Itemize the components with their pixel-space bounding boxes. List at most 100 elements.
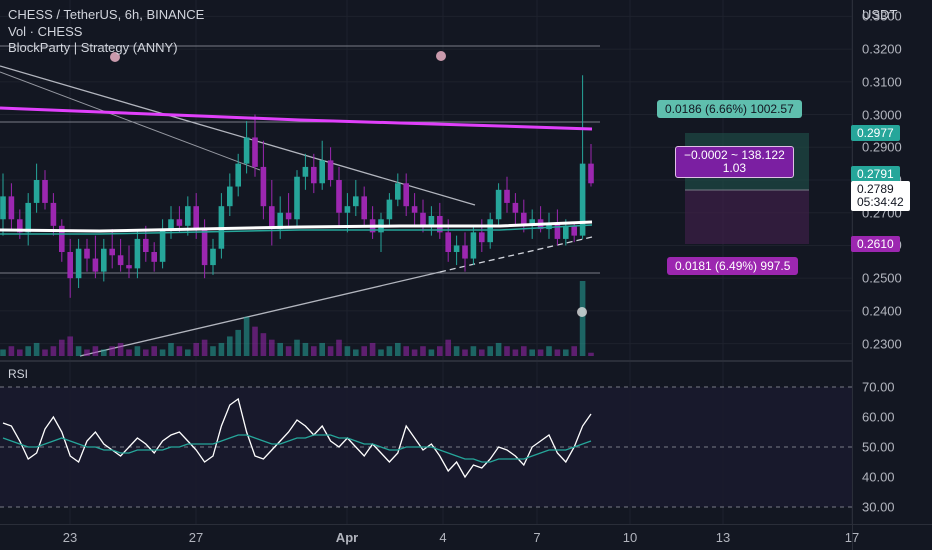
volume-bar (395, 342, 401, 356)
candle-body (168, 219, 174, 230)
magenta-indicator-line (0, 106, 593, 131)
volume-bar (403, 346, 409, 356)
candle-body (327, 160, 334, 180)
candle-body (428, 216, 435, 226)
candle (117, 238, 124, 272)
candle (437, 202, 443, 239)
candle (109, 229, 115, 269)
volume-bar (277, 342, 283, 356)
volume-bar (252, 326, 258, 356)
candle (495, 183, 502, 226)
candle (336, 166, 342, 226)
volume-bar (554, 349, 561, 356)
candle-body (235, 163, 241, 187)
rsi-tick-label: 50.00 (862, 439, 895, 455)
candle (134, 229, 141, 279)
volume-bar (470, 346, 477, 356)
position-info-box[interactable]: −0.0002 ~ 138.122 1.03 (675, 146, 794, 178)
candle-body (453, 245, 460, 252)
rsi-legend[interactable]: RSI (8, 367, 29, 381)
volume-bar (168, 342, 174, 356)
price-tick-label: 0.2400 (862, 303, 902, 319)
time-tick-label: Apr (335, 530, 359, 545)
candle (277, 196, 283, 239)
volume-bar (269, 339, 275, 356)
volume-bar (319, 342, 325, 356)
candle-body (504, 189, 510, 203)
volume-bar (386, 346, 393, 356)
teal-band-line (0, 224, 593, 235)
position-info-line1: −0.0002 ~ 138.122 (684, 148, 785, 162)
candle-body (143, 238, 149, 252)
volume-legend[interactable]: Vol · CHESS (8, 24, 83, 39)
volume-bar (143, 349, 149, 356)
volume-bar (84, 349, 90, 356)
currency-label[interactable]: USDT (862, 7, 898, 22)
candle (302, 153, 309, 190)
volume-bar (353, 349, 359, 356)
candle (353, 180, 359, 216)
candle (151, 242, 157, 272)
profit-label[interactable]: 0.0186 (6.66%) 1002.57 (657, 100, 802, 118)
candle-body (33, 180, 40, 203)
candle-body (67, 252, 73, 279)
volume-bar (101, 349, 107, 356)
volume-bar (428, 349, 435, 356)
candle-body (302, 166, 309, 177)
pane-separator[interactable] (0, 360, 852, 362)
candle (462, 232, 468, 272)
price-tick-label: 0.3200 (862, 41, 902, 57)
symbol-legend[interactable]: CHESS / TetherUS, 6h, BINANCE (8, 7, 205, 22)
candle-body (159, 229, 166, 262)
volume-bar (235, 329, 241, 356)
volume-bar (453, 346, 460, 356)
loss-label[interactable]: 0.0181 (6.49%) 997.5 (667, 257, 799, 275)
candle-body (0, 196, 6, 220)
volume-bar (369, 342, 376, 356)
candle-body (495, 189, 502, 220)
candle-body (75, 248, 82, 279)
time-tick-label: 4 (439, 530, 447, 545)
candle (386, 193, 393, 226)
candle-body (411, 206, 418, 213)
trend-line-descending (0, 65, 476, 206)
candle (579, 75, 586, 239)
skull-icon (577, 307, 587, 317)
candle-body (126, 265, 132, 269)
candle (126, 245, 132, 279)
candle-body (479, 232, 485, 243)
drawing-layer (0, 45, 600, 357)
candle (235, 153, 241, 197)
candle (504, 176, 510, 213)
candle-body (437, 216, 443, 233)
volume-bars (0, 281, 594, 356)
time-tick-label: 27 (188, 530, 204, 545)
candle-body (25, 202, 31, 233)
volume-bar (361, 346, 367, 356)
candle-body (269, 206, 275, 230)
volume-bar (42, 349, 48, 356)
candle (470, 225, 477, 266)
candle-body (92, 258, 99, 272)
candle-body (512, 202, 519, 213)
candle-body (285, 212, 292, 220)
volume-bar (218, 342, 225, 356)
volume-bar (109, 346, 115, 356)
candle-body (252, 137, 258, 167)
candle (327, 147, 334, 187)
candle-body (50, 202, 57, 226)
strategy-legend[interactable]: BlockParty | Strategy (ANNY) (8, 40, 178, 55)
time-tick-label: 10 (622, 530, 638, 545)
rsi-tick-label: 70.00 (862, 379, 895, 395)
price-tick-label: 0.2900 (862, 139, 902, 155)
time-tick-label: 23 (62, 530, 78, 545)
candle (42, 170, 48, 210)
rsi-pane (0, 386, 852, 508)
volume-bar (92, 346, 99, 356)
candle-body (571, 225, 577, 236)
volume-bar (243, 316, 250, 356)
candle (227, 173, 233, 216)
candlestick-series (0, 75, 594, 298)
price-tick-label: 0.2300 (862, 336, 902, 352)
